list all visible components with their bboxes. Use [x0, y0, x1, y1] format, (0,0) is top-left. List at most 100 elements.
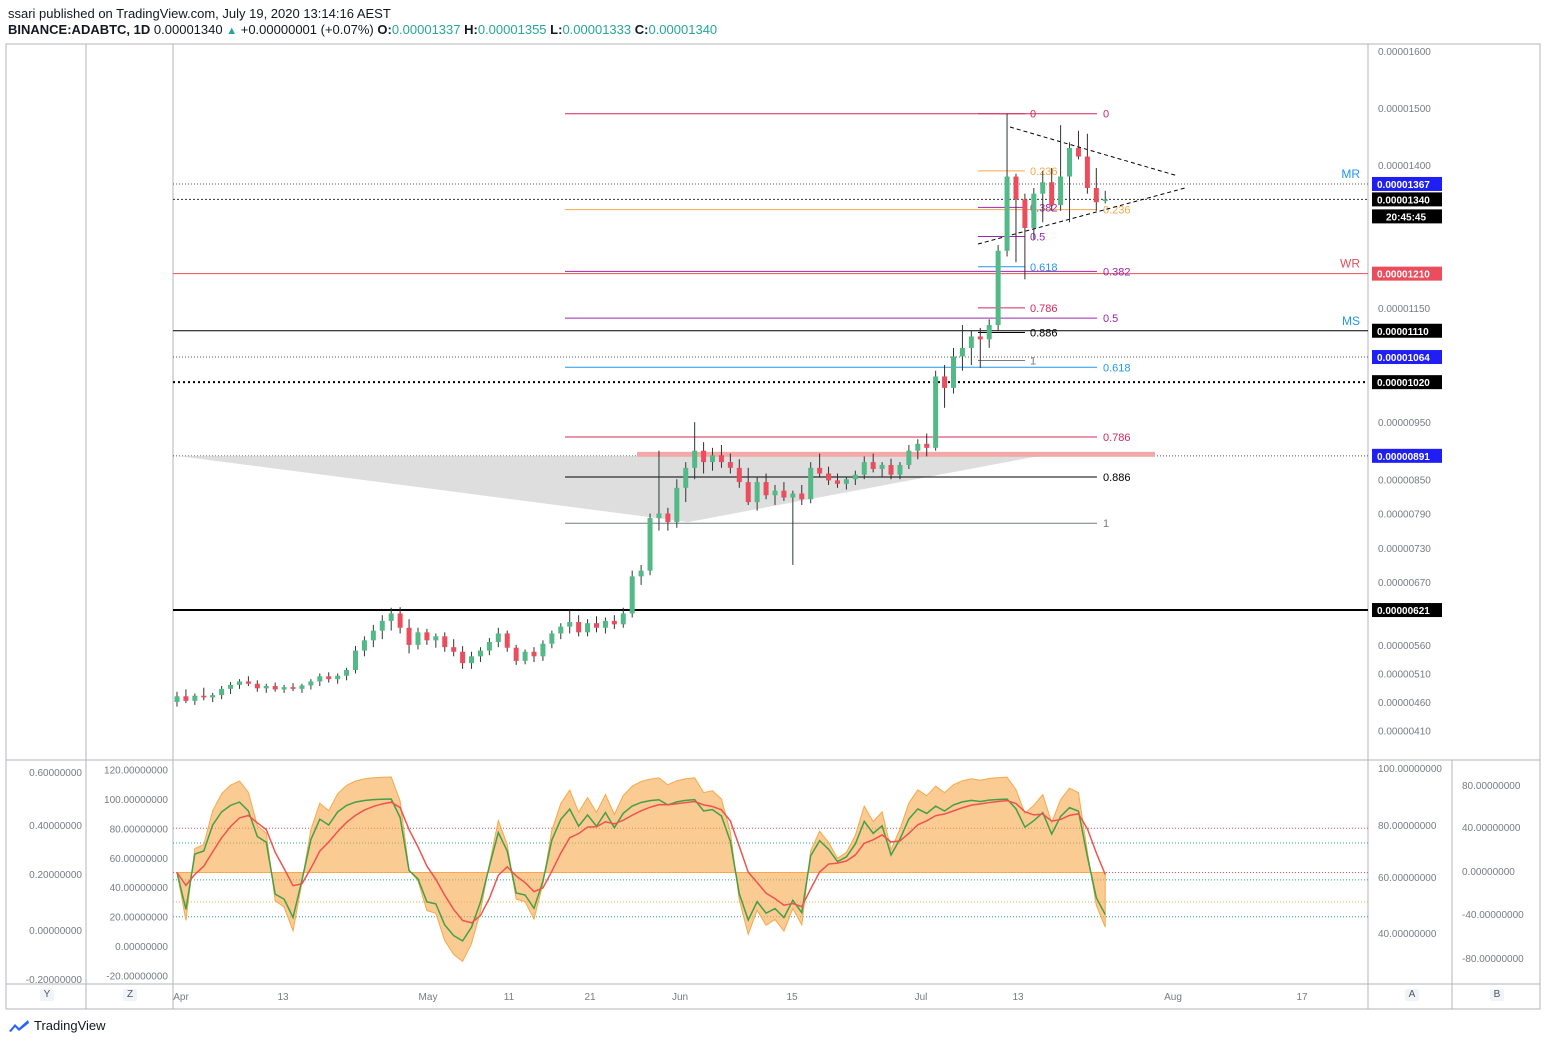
close-label: C: [634, 22, 649, 37]
fib-small-label: 0.382 [1030, 202, 1058, 214]
osc-right-outer-tick: 80.00000000 [1462, 781, 1521, 792]
fib-large-label: 0.5 [1103, 313, 1118, 325]
symbol-legend[interactable]: BINANCE:ADABTC, 1D 0.00001340 ▲ +0.00000… [8, 22, 717, 37]
osc-left-inner-tick: 80.00000000 [110, 824, 169, 835]
x-tick-label: 21 [584, 992, 596, 1003]
candle-body [531, 651, 537, 657]
fib-large-label: 1 [1103, 518, 1109, 530]
price-label-text: 0.00000621 [1377, 606, 1430, 617]
candle-body [986, 325, 992, 340]
candle-body [968, 336, 974, 348]
candle-body [808, 467, 814, 500]
y-tick-label: 0.00001150 [1378, 304, 1431, 315]
candle-body [1093, 187, 1099, 203]
candle-body [1075, 147, 1081, 157]
candle-body [826, 473, 832, 481]
level-tag: MS [1342, 314, 1360, 328]
axis-b-button[interactable]: B [1490, 989, 1504, 1001]
up-arrow-icon: ▲ [226, 25, 238, 37]
y-tick-label: 0.00001600 [1378, 47, 1431, 58]
candle-body [290, 687, 296, 689]
candle-body [790, 493, 796, 498]
candle-body [522, 651, 528, 661]
candle-body [1004, 176, 1010, 251]
candle-body [879, 464, 885, 469]
osc-right-inner-tick: 100.00000000 [1378, 764, 1442, 775]
candle-body [451, 647, 457, 652]
open-label: O: [377, 22, 392, 37]
candle-body [1067, 147, 1073, 177]
osc-left-outer-tick: 0.20000000 [29, 870, 82, 881]
candle-body [593, 623, 599, 628]
candle-body [388, 613, 394, 621]
open-value: 0.00001337 [391, 22, 461, 37]
candle-body [683, 467, 689, 488]
candle-body [379, 620, 385, 631]
ascending-triangle [177, 455, 1040, 523]
chart-frame [5, 43, 1541, 1010]
candle-body [201, 695, 207, 698]
osc-right-outer-tick: -40.00000000 [1462, 910, 1524, 921]
axis-z-button[interactable]: Z [123, 989, 137, 1001]
candle-body [433, 636, 439, 641]
candle-body [861, 462, 867, 475]
price-label-box [1372, 176, 1442, 191]
y-tick-label: 0.00000790 [1378, 510, 1431, 521]
axis-a-button[interactable]: A [1405, 989, 1419, 1001]
candle-body [1058, 176, 1064, 206]
fib-large-label: 0.786 [1103, 432, 1131, 444]
x-tick-label: Apr [173, 992, 189, 1003]
osc-d-line [176, 799, 1106, 924]
candle-series [174, 113, 1108, 707]
y-tick-label: 0.00001400 [1378, 161, 1431, 172]
candle-body [915, 443, 921, 451]
fib-large-label: 0.382 [1103, 266, 1131, 278]
candle-body [620, 613, 626, 625]
osc-left-inner-tick: 0.00000000 [115, 942, 168, 953]
change-value: +0.00000001 (+0.07%) [240, 22, 374, 37]
price-label-text: 0.00001340 [1377, 195, 1430, 206]
candle-body [906, 450, 912, 465]
drawing-annotations: 0 0.236 0.382 0.5 0.618 0.786 0.886 1 0 0.236 0.38… [173, 109, 1368, 612]
candle-body [344, 670, 350, 676]
candle-body [1013, 176, 1019, 200]
candle-body [245, 681, 251, 684]
candle-body [692, 450, 698, 468]
x-tick-label: 13 [1012, 992, 1024, 1003]
high-label: H: [464, 22, 478, 37]
candle-body [308, 681, 314, 686]
candle-body [370, 630, 376, 641]
candle-body [1102, 199, 1108, 202]
osc-left-outer-tick: -0.20000000 [26, 975, 83, 986]
candle-body [397, 613, 403, 628]
candle-body [174, 696, 180, 702]
fib-small-label: 0.236 [1030, 166, 1058, 178]
axis-y-button[interactable]: Y [40, 989, 54, 1001]
candle-body [781, 490, 787, 498]
price-label-box [1372, 448, 1442, 463]
resistance-zone [637, 451, 1155, 457]
osc-left-outer-tick: 0.40000000 [29, 821, 82, 832]
y-tick-label: 0.00001500 [1378, 104, 1431, 115]
candle-body [843, 479, 849, 484]
y-tick-label: 0.00000950 [1378, 418, 1431, 429]
candle-body [353, 650, 359, 671]
candle-body [192, 695, 198, 701]
level-tag: WR [1340, 257, 1360, 271]
candle-body [772, 490, 778, 496]
candle-body [656, 513, 662, 519]
candle-body [442, 636, 448, 648]
fib-small-label: 0.618 [1030, 262, 1058, 274]
candle-body [1022, 199, 1028, 228]
fib-small-label: 1 [1030, 355, 1036, 367]
candle-body [834, 480, 840, 484]
price-label-text: 0.00001064 [1377, 353, 1430, 364]
price-axis: Apr 13 May 11 21 Jun 15 Jul 13 Aug 170.000016000.0… [173, 47, 1442, 1003]
candle-body [718, 455, 724, 463]
candle-body [576, 622, 582, 633]
price-label-text: 0.00001020 [1377, 378, 1430, 389]
x-tick-label: 15 [786, 992, 798, 1003]
candle-body [611, 620, 617, 625]
x-tick-label: 17 [1296, 992, 1308, 1003]
